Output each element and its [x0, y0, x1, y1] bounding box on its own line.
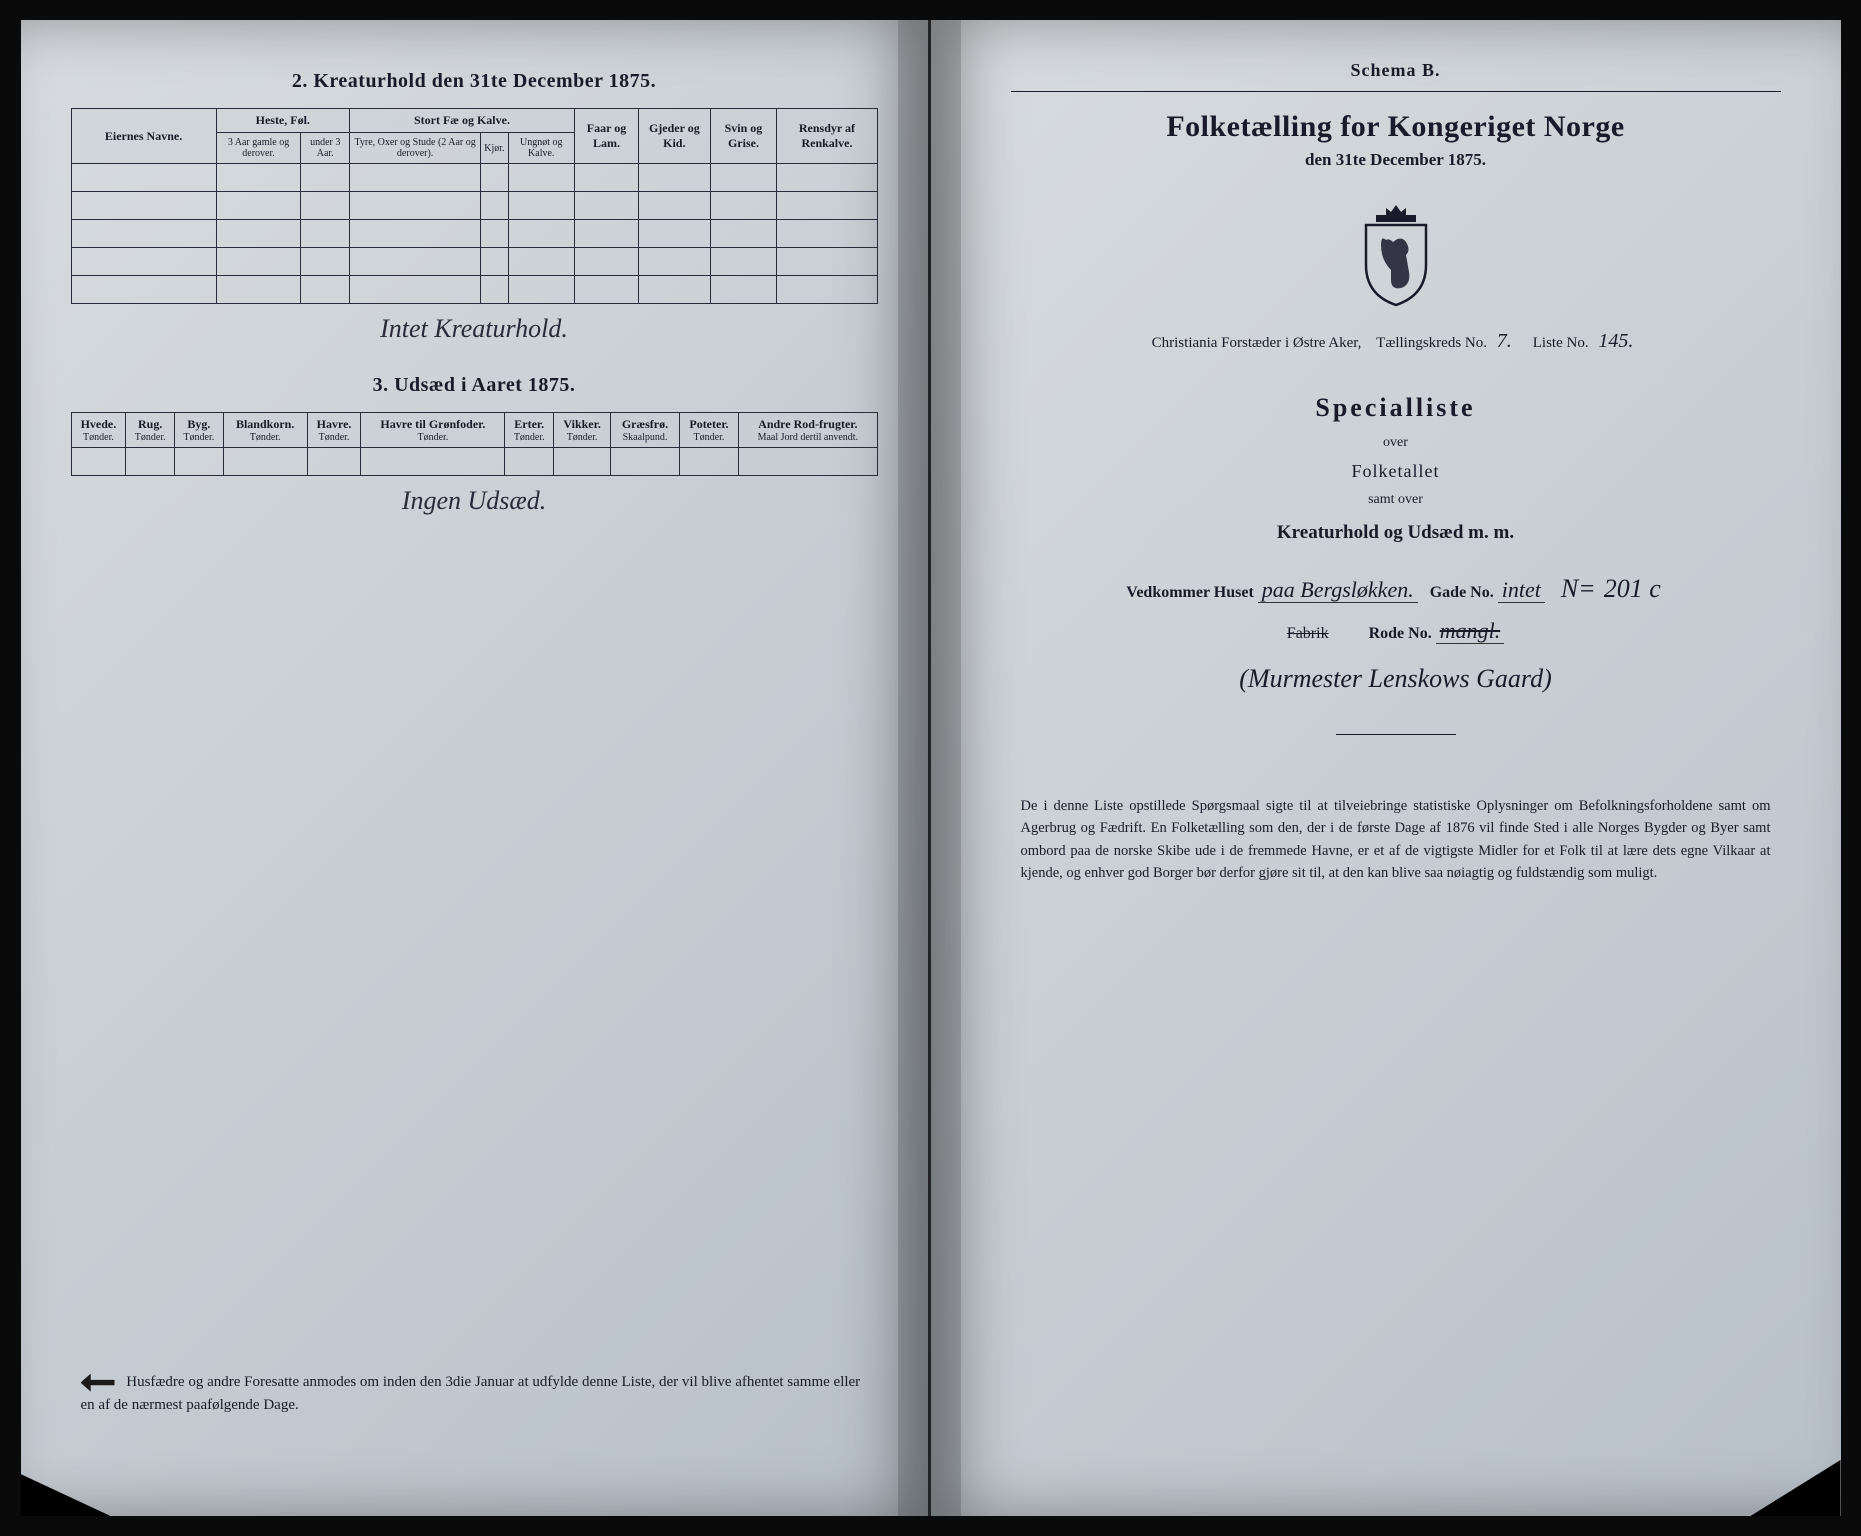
table-row — [71, 164, 877, 192]
section3-handwriting: Ingen Udsæd. — [71, 486, 878, 516]
schema-label: Schema B. — [1011, 60, 1781, 81]
kreds-label: Tællingskreds No. — [1376, 335, 1487, 351]
sub-stort-1: Tyre, Oxer og Stude (2 Aar og derover). — [349, 133, 480, 164]
binding-shadow — [931, 20, 961, 1516]
footer-text: Husfædre og andre Foresatte anmodes om i… — [81, 1374, 861, 1413]
corner-shadow — [21, 1446, 111, 1516]
udsaed-col: Rug.Tønder. — [126, 413, 175, 448]
udsaed-col: Havre til Grønfoder.Tønder. — [361, 413, 505, 448]
sub-heste-2: under 3 Aar. — [301, 133, 350, 164]
n-label: N= — [1557, 574, 1600, 603]
folketallet-label: Folketallet — [1011, 461, 1781, 482]
main-subtitle: den 31te December 1875. — [1011, 150, 1781, 170]
liste-label: Liste No. — [1533, 335, 1589, 351]
udsaed-table: Hvede.Tønder.Rug.Tønder.Byg.Tønder.Bland… — [71, 412, 878, 476]
over-label: over — [1011, 435, 1781, 451]
paren-handwriting: (Murmester Lenskows Gaard) — [1011, 664, 1781, 694]
udsaed-col: Byg.Tønder. — [175, 413, 224, 448]
table-row — [71, 220, 877, 248]
small-divider — [1336, 734, 1456, 735]
pointer-icon — [81, 1374, 115, 1392]
udsaed-col: Poteter.Tønder. — [679, 413, 738, 448]
col-stort: Stort Fæ og Kalve. — [349, 109, 574, 133]
kreaturhold-table: Eiernes Navne. Heste, Føl. Stort Fæ og K… — [71, 108, 878, 304]
binding-shadow — [898, 20, 928, 1516]
n-handwriting: 201 c — [1600, 574, 1665, 603]
footer-note: Husfædre og andre Foresatte anmodes om i… — [81, 1371, 868, 1416]
col-eiernes: Eiernes Navne. — [71, 109, 216, 164]
udsaed-col: Blandkorn.Tønder. — [223, 413, 307, 448]
section3-title: 3. Udsæd i Aaret 1875. — [71, 374, 878, 397]
sub-heste-1: 3 Aar gamle og derover. — [216, 133, 301, 164]
specialliste-heading: Specialliste — [1011, 393, 1781, 423]
udsaed-col: Erter.Tønder. — [505, 413, 554, 448]
gade-label: Gade No. — [1430, 584, 1494, 601]
sub-stort-3: Ungnøt og Kalve. — [508, 133, 574, 164]
kreds-no: 7. — [1491, 330, 1518, 352]
kreaturhold-label: Kreaturhold og Udsæd m. m. — [1011, 522, 1781, 544]
liste-no: 145. — [1592, 330, 1639, 352]
table-row — [71, 192, 877, 220]
section2-handwriting: Intet Kreaturhold. — [71, 314, 878, 344]
vedkommer-label: Vedkommer Huset — [1126, 584, 1254, 601]
table-row — [71, 276, 877, 304]
book-spread: 2. Kreaturhold den 31te December 1875. E… — [21, 20, 1841, 1516]
udsaed-col: Havre.Tønder. — [307, 413, 361, 448]
col-rensdyr: Rensdyr af Renkalve. — [777, 109, 877, 164]
section2-title: 2. Kreaturhold den 31te December 1875. — [71, 70, 878, 93]
house-handwriting: paa Bergsløkken. — [1258, 577, 1418, 603]
gade-handwriting: intet — [1498, 577, 1545, 603]
rode-handwriting: mangl. — [1436, 618, 1505, 644]
udsaed-col: Græsfrø.Skaalpund. — [611, 413, 680, 448]
left-page: 2. Kreaturhold den 31te December 1875. E… — [21, 20, 931, 1516]
col-gjeder: Gjeder og Kid. — [639, 109, 710, 164]
table-row — [71, 448, 877, 476]
table-row — [71, 248, 877, 276]
divider — [1011, 91, 1781, 92]
col-heste: Heste, Føl. — [216, 109, 349, 133]
col-faar: Faar og Lam. — [574, 109, 638, 164]
samt-label: samt over — [1011, 492, 1781, 508]
col-svin: Svin og Grise. — [710, 109, 777, 164]
udsaed-col: Andre Rod-frugter.Maal Jord dertil anven… — [739, 413, 877, 448]
kreds-prefix: Christiania Forstæder i Østre Aker, — [1152, 335, 1362, 351]
coat-of-arms-icon — [1351, 200, 1441, 310]
rode-line: Fabrik Rode No. mangl. — [1011, 618, 1781, 644]
kreds-line: Christiania Forstæder i Østre Aker, Tæll… — [1011, 330, 1781, 353]
rode-label: Rode No. — [1369, 625, 1432, 642]
corner-shadow — [1751, 1446, 1841, 1516]
right-page: Schema B. Folketælling for Kongeriget No… — [931, 20, 1841, 1516]
bottom-paragraph: De i denne Liste opstillede Spørgsmaal s… — [1011, 795, 1781, 885]
sub-stort-2: Kjør. — [481, 133, 508, 164]
udsaed-col: Vikker.Tønder. — [554, 413, 611, 448]
udsaed-col: Hvede.Tønder. — [71, 413, 126, 448]
main-title: Folketælling for Kongeriget Norge — [1011, 110, 1781, 144]
fabrik-strike: Fabrik — [1287, 625, 1329, 642]
house-line: Vedkommer Huset paa Bergsløkken. Gade No… — [1011, 574, 1781, 604]
